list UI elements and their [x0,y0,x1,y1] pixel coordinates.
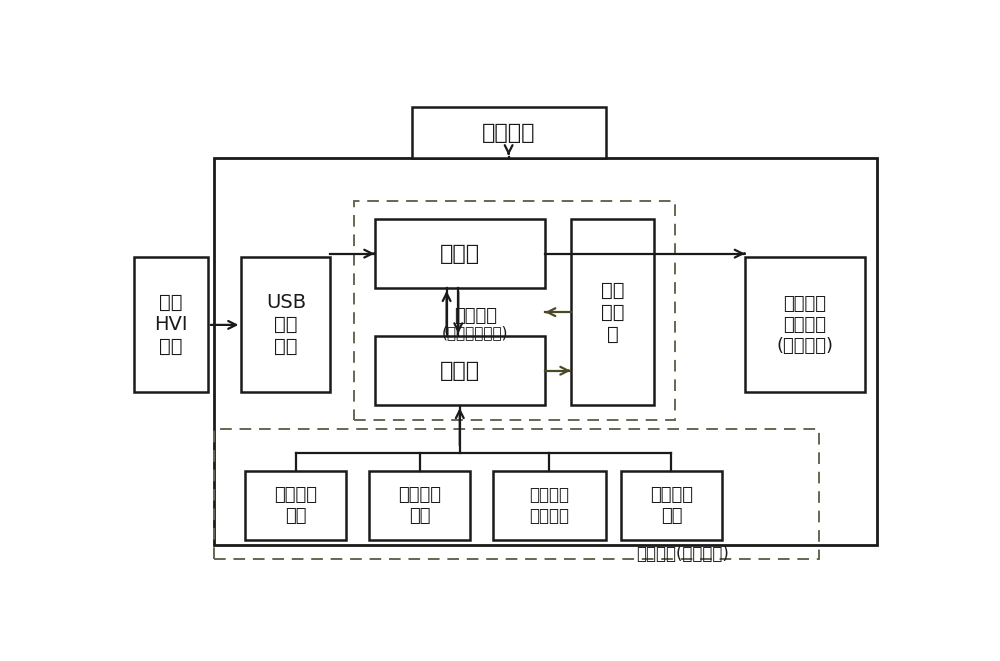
Text: 混棉品质
指标输入: 混棉品质 指标输入 [529,486,569,525]
Text: (核心处理单元): (核心处理单元) [442,325,509,340]
Text: USB
通信
单元: USB 通信 单元 [266,293,306,356]
Bar [571,219,654,405]
Bar [134,257,208,393]
Bar [354,202,675,420]
Text: 主体成分
输入: 主体成分 输入 [398,486,441,525]
Bar [745,257,865,393]
Text: 配棉结果
显示单元
(汉显液晶): 配棉结果 显示单元 (汉显液晶) [777,295,834,355]
Bar [375,336,545,405]
Bar [375,219,545,288]
Text: 知识库: 知识库 [440,361,480,381]
Text: 原棉
HVI
数据: 原棉 HVI 数据 [154,293,188,356]
Bar [214,429,819,559]
Text: 算法参数
输入: 算法参数 输入 [650,486,693,525]
Text: 供电单元: 供电单元 [482,123,535,143]
Text: 专家系统: 专家系统 [454,307,497,325]
Bar [621,471,722,540]
Text: 推理机: 推理机 [440,244,480,264]
Bar [241,257,330,393]
Bar [245,471,346,540]
Text: 输入模块(矩阵键盘): 输入模块(矩阵键盘) [637,545,729,563]
Bar [214,158,877,545]
Bar [493,471,606,540]
Bar [412,107,606,158]
Bar [369,471,470,540]
Text: 配棉
规则
库: 配棉 规则 库 [601,281,624,344]
Text: 批棉权重
输入: 批棉权重 输入 [274,486,317,525]
